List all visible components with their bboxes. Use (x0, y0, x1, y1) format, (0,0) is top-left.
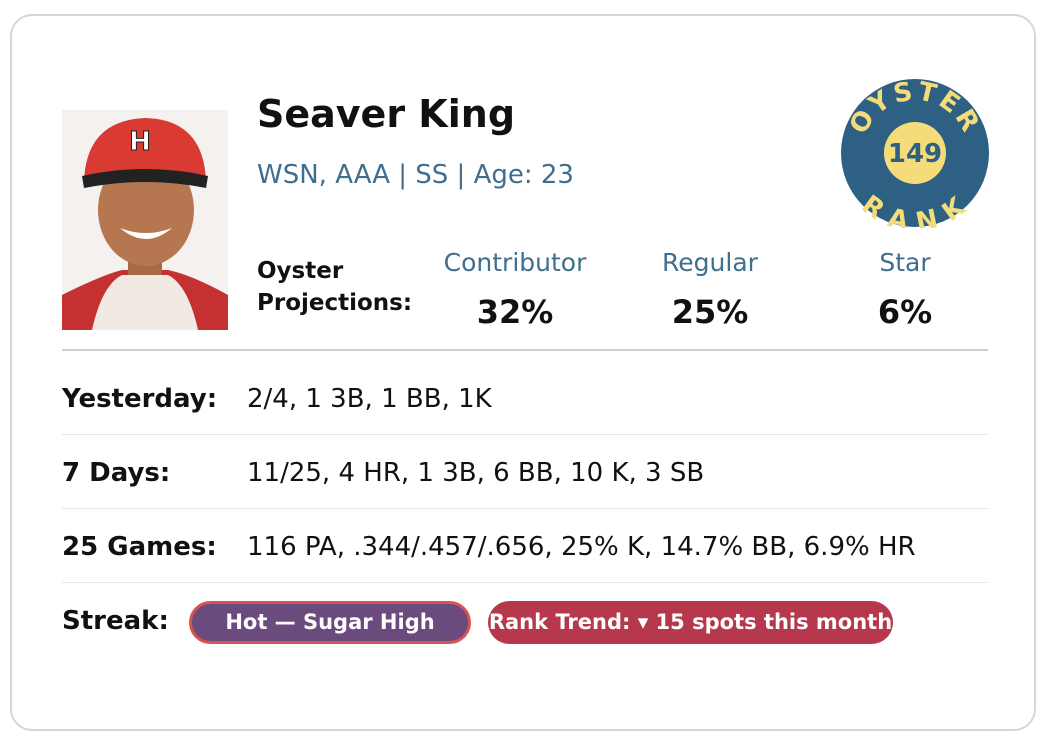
badge-rank: 149 (888, 139, 942, 169)
stat-label: Yesterday: (62, 384, 218, 414)
stat-label: 7 Days: (62, 458, 171, 488)
player-subtitle: WSN, AAA | SS | Age: 23 (257, 160, 574, 190)
stat-value: 2/4, 1 3B, 1 BB, 1K (247, 384, 492, 414)
rank-badge: OYSTER RANK 149 (841, 78, 989, 228)
projection-value: 32% (476, 293, 554, 331)
player-photo: H (62, 110, 228, 330)
stat-value: 116 PA, .344/.457/.656, 25% K, 14.7% BB,… (247, 532, 916, 562)
svg-text:H: H (129, 127, 151, 157)
projection-value: 25% (671, 293, 749, 331)
projections-label: Projections: (257, 290, 413, 316)
player-name: Seaver King (257, 92, 516, 136)
player-card (10, 14, 1036, 731)
projection-label: Regular (662, 248, 758, 277)
divider (62, 349, 988, 351)
stat-label: 25 Games: (62, 532, 217, 562)
projection-label: Star (879, 248, 931, 277)
streak-label: Streak: (62, 606, 169, 636)
projections-label: Oyster (257, 258, 344, 284)
rank-trend-badge: Rank Trend: ▾ 15 spots this month (488, 601, 893, 644)
streak-badge: Hot — Sugar High (189, 601, 471, 644)
row-divider (62, 582, 988, 583)
row-divider (62, 434, 988, 435)
projection-label: Contributor (443, 248, 587, 277)
row-divider (62, 508, 988, 509)
stat-value: 11/25, 4 HR, 1 3B, 6 BB, 10 K, 3 SB (247, 458, 705, 488)
projection-value: 6% (877, 293, 933, 331)
